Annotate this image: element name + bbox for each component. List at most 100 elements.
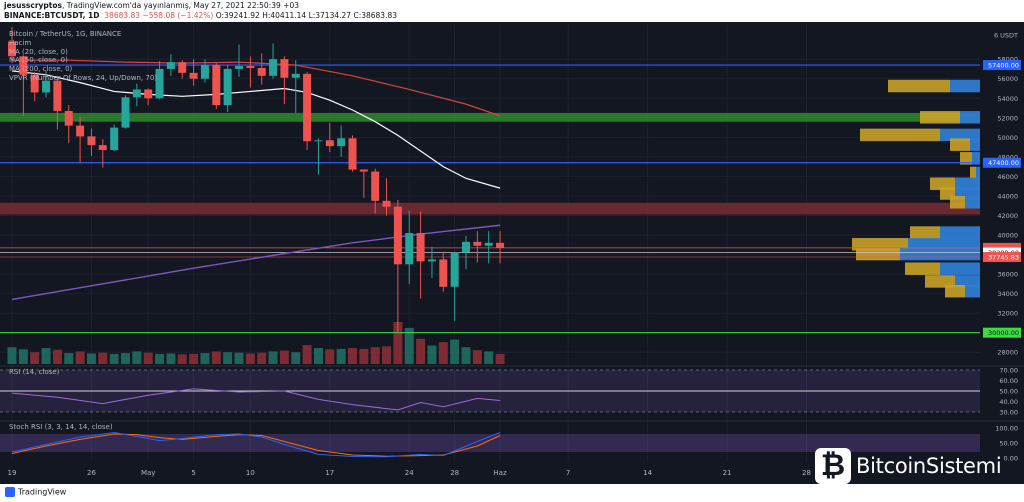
volume-bar [155,353,165,364]
x-tick-label: 21 [723,469,732,477]
candle-body [496,242,505,248]
vpvr-bar [965,196,980,209]
volume-bar [325,349,335,364]
chart-legend: Bitcoin / TetherUS, 1G, BINANCE Hacim MA… [9,30,157,83]
vpvr-bar [925,275,955,288]
x-tick-label: May [141,469,155,477]
volume-bar [472,350,482,364]
vpvr-bar [945,284,965,298]
vpvr-bar [852,238,908,251]
volume-bar [234,352,244,364]
vpvr-bar [972,152,980,165]
publish-header: jesusscryptos, TradingView.com'da yayınl… [0,0,1024,22]
candle-body [144,89,153,99]
volume-bar [86,353,96,364]
volume-bar [427,345,437,364]
volume-bar [121,353,130,364]
rsi-label: RSI (14, close) [9,368,60,376]
y-tick-label: 56000 [997,75,1018,83]
candle-body [87,136,96,146]
candle-body [337,138,346,147]
vpvr-bar [900,247,980,261]
vpvr-bar [955,275,980,288]
vpvr-bar [920,111,960,124]
candle-body [416,233,425,262]
y-tick-label: 50000 [997,134,1018,142]
volume-bar [450,339,460,364]
candle-body [462,241,470,253]
volume-bar [245,353,255,364]
x-tick-label: 28 [802,469,811,477]
volume-bar [336,348,346,364]
watermark-text: BitcoinSistemi [856,454,1002,478]
stoch-tick-label: 100.00 [995,425,1018,433]
volume-bar [302,345,312,364]
volume-bar [382,346,392,364]
y-axis-unit: 6 USDT [994,32,1018,40]
candle-body [484,242,493,246]
y-tick-label: 32000 [997,310,1018,318]
y-tick-label: 54000 [997,95,1018,103]
candle-body [246,66,255,68]
rsi-tick-label: 60.00 [999,377,1018,385]
vpvr-bar [970,138,980,151]
legend-ma200: MA (200, close, 0) [9,65,73,74]
candle-body [359,169,368,172]
volume-bar [279,350,289,364]
tradingview-text: TradingView [18,487,67,497]
candle-body [76,125,85,137]
candle-body [166,62,175,69]
volume-bar [30,352,40,364]
vpvr-bar [950,196,965,209]
candle-body [393,206,402,265]
candle-body [235,66,243,69]
candle-body [200,65,209,79]
y-tick-label: 46000 [997,173,1018,181]
vpvr-bar [950,79,980,93]
bitcoin-logo-icon: ₿ [815,448,851,484]
x-tick-label: 10 [246,469,255,477]
volume-bar [313,348,323,364]
rsi-tick-label: 40.00 [999,398,1018,406]
tradingview-logo-icon [5,487,15,497]
vpvr-bar [950,138,970,151]
ma50-line [12,59,501,117]
volume-bar [189,353,199,364]
y-tick-label: 48000 [997,153,1018,161]
legend-ma20: MA (20, close, 0) [9,47,68,56]
volume-bar [393,322,403,364]
candle-body [427,259,436,262]
ma200-line [11,224,501,301]
candle-body [53,80,62,111]
vpvr-bar [976,166,980,180]
vpvr-bar [965,284,980,298]
volume-bar [438,342,448,364]
candle-body [223,68,232,106]
price-tag-label: 57400.00 [988,62,1019,70]
price-tag [983,252,1021,263]
author-name[interactable]: jesusscryptos [4,1,62,10]
volume-bar [52,349,62,364]
volume-bar [18,349,28,364]
tradingview-brand[interactable]: TradingView [5,487,66,497]
candle-body [30,74,39,93]
stoch-tick-label: 0.00 [1004,455,1018,463]
volume-bar [75,351,85,364]
candle-body [98,145,107,151]
stoch-tick-label: 50.00 [999,440,1018,448]
y-tick-label: 36000 [997,271,1018,279]
volume-bar [461,347,471,364]
vpvr-bar [940,226,980,239]
vpvr-bar [856,247,900,261]
last-price: 38683.83 [104,11,141,20]
ohlc-low: L:37134.27 [308,11,352,20]
candle-body [314,140,323,142]
price-chart[interactable]: 2800030000320003400036000380004000042000… [0,22,1024,484]
candle-body [110,127,119,151]
vpvr-bar [955,177,980,190]
y-tick-label: 52000 [997,114,1018,122]
vpvr-bar [905,262,940,275]
candle-body [64,110,73,126]
volume-bar [7,347,17,364]
rsi-tick-label: 50.00 [999,388,1018,396]
